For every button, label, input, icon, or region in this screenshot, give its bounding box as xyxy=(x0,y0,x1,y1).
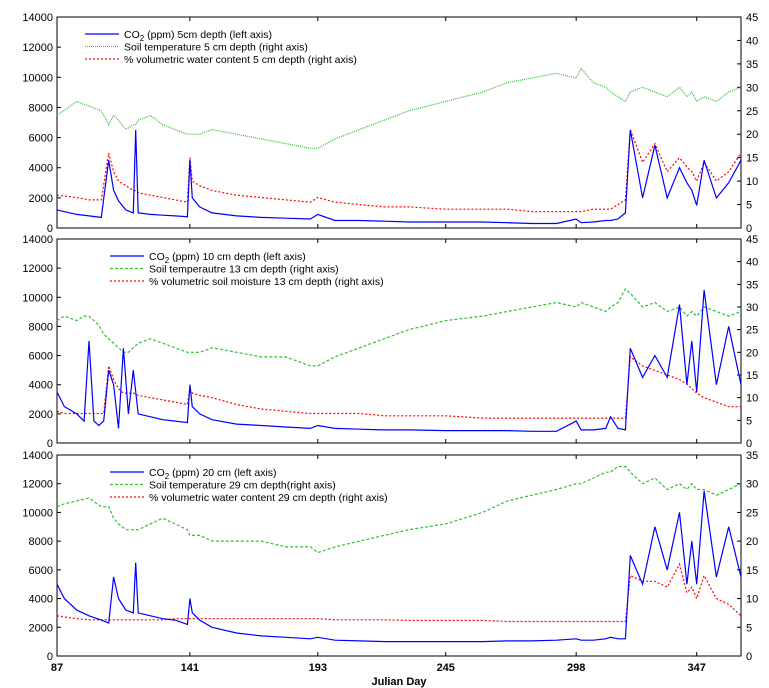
series-line-co2 xyxy=(56,129,742,225)
legend-text: Soil temperature 29 cm depth(right axis) xyxy=(149,480,336,492)
x-axis-label: Julian Day xyxy=(371,676,427,688)
right-tick-label: 5 xyxy=(746,200,752,212)
legend-text: (ppm) 20 cm (left axis) xyxy=(169,467,276,479)
right-tick-label: 5 xyxy=(746,622,752,634)
right-tick-label: 40 xyxy=(746,35,758,47)
left-tick-label: 0 xyxy=(47,651,53,663)
right-tick-label: 20 xyxy=(746,347,758,359)
right-tick-label: 45 xyxy=(746,12,758,24)
left-tick-label: 14000 xyxy=(22,450,53,462)
legend-text: (ppm) 5cm depth (left axis) xyxy=(144,29,272,41)
right-tick-label: 25 xyxy=(746,507,758,519)
panel-1: 0 2000 4000 6000 8000 10000 12000 14000 0 5 10 15 20… xyxy=(22,12,758,235)
legend-text: Soil temperautre 13 cm depth (right axis… xyxy=(149,264,339,276)
right-tick-label: 0 xyxy=(746,438,752,450)
right-tick-label: 35 xyxy=(746,279,758,291)
series-line-co2 xyxy=(56,490,742,643)
right-tick-label: 35 xyxy=(746,59,758,71)
right-tick-label: 45 xyxy=(746,234,758,246)
left-tick-label: 14000 xyxy=(22,12,53,24)
x-tick-label: 298 xyxy=(567,662,585,674)
x-tick-label: 347 xyxy=(688,662,706,674)
legend-text: (ppm) 10 cm depth (left axis) xyxy=(169,251,306,263)
left-tick-label: 10000 xyxy=(22,72,53,84)
left-tick-label: 2000 xyxy=(29,622,53,634)
right-tick-label: 10 xyxy=(746,594,758,606)
x-tick-label: 245 xyxy=(437,662,455,674)
left-tick-label: 8000 xyxy=(29,102,53,114)
left-tick-label: 12000 xyxy=(22,479,53,491)
right-tick-label: 40 xyxy=(746,257,758,269)
right-tick-label: 30 xyxy=(746,302,758,314)
right-tick-label: 25 xyxy=(746,325,758,337)
right-tick-label: 15 xyxy=(746,153,758,165)
series-line-water-content xyxy=(56,355,741,419)
series-line-water-content xyxy=(56,129,742,213)
series-line-soil-temperature xyxy=(56,67,742,149)
right-tick-label: 10 xyxy=(746,176,758,188)
series-line-water-content xyxy=(56,562,742,623)
series-line-co2 xyxy=(56,289,742,432)
legend-label: Soil temperature 29 cm depth(right axis) xyxy=(149,480,336,492)
right-tick-label: 35 xyxy=(746,450,758,462)
left-tick-label: 4000 xyxy=(29,380,53,392)
left-tick-label: 2000 xyxy=(29,409,53,421)
right-tick-label: 0 xyxy=(746,651,752,663)
legend-text: % volumetric soil moisture 13 cm depth (… xyxy=(149,276,384,288)
right-tick-label: 25 xyxy=(746,106,758,118)
legend-subscript: 2 xyxy=(165,256,170,265)
right-tick-label: 5 xyxy=(746,415,752,427)
x-tick-label: 141 xyxy=(181,662,199,674)
right-tick-label: 15 xyxy=(746,370,758,382)
legend-text: % volumetric water content 5 cm depth (r… xyxy=(124,54,357,66)
plot-frame xyxy=(56,454,742,657)
legend-text: CO xyxy=(124,29,140,41)
legend-label: CO2 (ppm) 10 cm depth (left axis) xyxy=(149,251,306,265)
left-tick-label: 6000 xyxy=(29,565,53,577)
legend-label: % volumetric water content 29 cm depth (… xyxy=(149,492,388,504)
left-tick-label: 12000 xyxy=(22,42,53,54)
legend-label: Soil temperautre 13 cm depth (right axis… xyxy=(149,264,339,276)
legend-label: CO2 (ppm) 5cm depth (left axis) xyxy=(124,29,272,43)
legend-subscript: 2 xyxy=(140,34,145,43)
left-tick-label: 4000 xyxy=(29,594,53,606)
left-tick-label: 14000 xyxy=(22,234,53,246)
right-tick-label: 10 xyxy=(746,393,758,405)
legend-label: CO2 (ppm) 20 cm (left axis) xyxy=(149,467,277,481)
plot-frame xyxy=(56,16,742,229)
legend-label: Soil temperature 5 cm depth (right axis) xyxy=(124,42,308,54)
right-tick-label: 0 xyxy=(746,223,752,235)
right-tick-label: 30 xyxy=(746,82,758,94)
left-tick-label: 2000 xyxy=(29,193,53,205)
panel-3: 0 2000 4000 6000 8000 10000 12000 14000 0 5 10 15 20… xyxy=(22,450,758,663)
panel-2: 0 2000 4000 6000 8000 10000 12000 14000 0 5 10 15 20… xyxy=(22,234,758,450)
legend-text: Soil temperature 5 cm depth (right axis) xyxy=(124,42,308,54)
left-tick-label: 10000 xyxy=(22,507,53,519)
left-tick-label: 12000 xyxy=(22,263,53,275)
series-line-soil-temperature xyxy=(56,465,742,554)
legend-label: % volumetric soil moisture 13 cm depth (… xyxy=(149,276,384,288)
legend-text: % volumetric water content 29 cm depth (… xyxy=(149,492,388,504)
legend-subscript: 2 xyxy=(165,472,170,481)
right-tick-label: 20 xyxy=(746,129,758,141)
right-tick-label: 15 xyxy=(746,565,758,577)
legend-text: CO xyxy=(149,251,165,263)
plot-frame xyxy=(56,238,742,444)
left-tick-label: 8000 xyxy=(29,321,53,333)
left-tick-label: 0 xyxy=(47,223,53,235)
left-tick-label: 6000 xyxy=(29,351,53,363)
series-line-soil-temperature xyxy=(56,287,742,367)
left-tick-label: 8000 xyxy=(29,536,53,548)
left-tick-label: 10000 xyxy=(22,292,53,304)
x-tick-label: 87 xyxy=(51,662,63,674)
x-tick-label: 193 xyxy=(309,662,327,674)
right-tick-label: 30 xyxy=(746,479,758,491)
right-tick-label: 20 xyxy=(746,536,758,548)
legend-text: CO xyxy=(149,467,165,479)
left-tick-label: 0 xyxy=(47,438,53,450)
left-tick-label: 6000 xyxy=(29,133,53,145)
legend-label: % volumetric water content 5 cm depth (r… xyxy=(124,54,357,66)
left-tick-label: 4000 xyxy=(29,163,53,175)
